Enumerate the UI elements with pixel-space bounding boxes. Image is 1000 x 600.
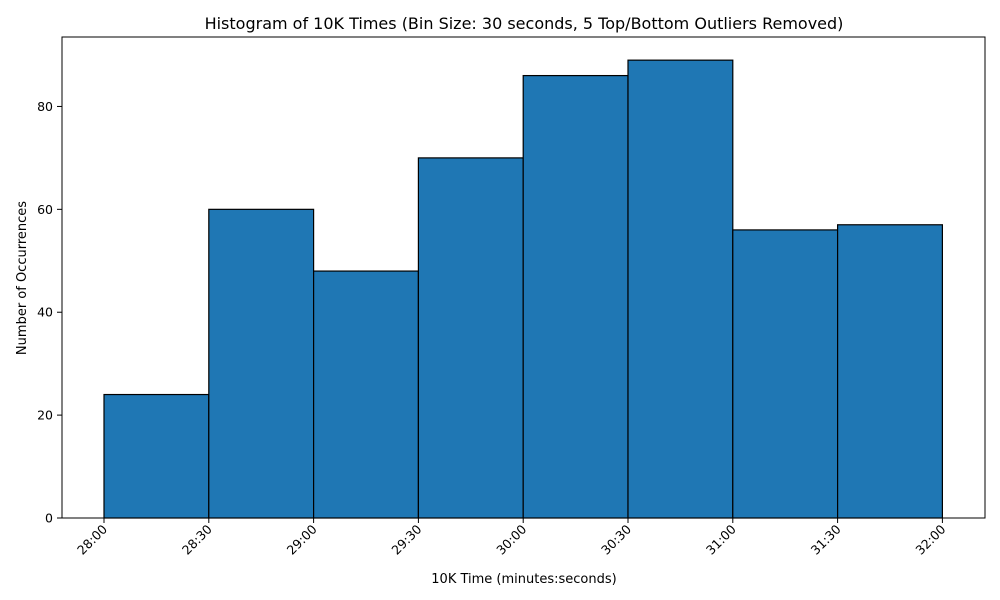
- histogram-bar: [522, 74, 629, 519]
- y-tick-label: 80: [37, 99, 53, 114]
- y-tick-label: 60: [37, 202, 53, 217]
- x-axis-label: 10K Time (minutes:seconds): [431, 572, 616, 587]
- x-tick-label: 31:30: [808, 521, 844, 557]
- histogram-bar: [417, 157, 524, 519]
- chart-title: Histogram of 10K Times (Bin Size: 30 sec…: [205, 14, 844, 33]
- x-tick-label: 29:30: [388, 521, 424, 557]
- histogram-bar: [627, 59, 734, 519]
- bars-group: [103, 59, 943, 519]
- x-tick-label: 31:00: [703, 521, 739, 557]
- plot-frame: [61, 36, 986, 519]
- x-tick-label: 28:00: [74, 521, 110, 557]
- x-tick-label: 30:30: [598, 521, 634, 557]
- x-tick-label: 29:00: [284, 521, 320, 557]
- y-axis-ticks: 0 20 40 60 80: [37, 99, 62, 526]
- histogram-bar: [836, 224, 943, 519]
- x-axis-ticks: 28:00 28:30 29:00 29:30 30:00 30:30 31:00 31:30…: [74, 518, 949, 558]
- y-tick-label: 0: [45, 511, 53, 526]
- y-tick-label: 40: [37, 305, 53, 320]
- y-tick-label: 20: [37, 408, 53, 423]
- histogram-bar: [208, 208, 315, 519]
- x-tick-label: 28:30: [179, 521, 215, 557]
- x-tick-label: 30:00: [493, 521, 529, 557]
- histogram-bar: [732, 229, 839, 519]
- y-axis-label: Number of Occurrences: [15, 201, 30, 355]
- histogram-bar: [103, 393, 210, 519]
- histogram-bar: [313, 270, 420, 519]
- x-tick-label: 32:00: [912, 521, 948, 557]
